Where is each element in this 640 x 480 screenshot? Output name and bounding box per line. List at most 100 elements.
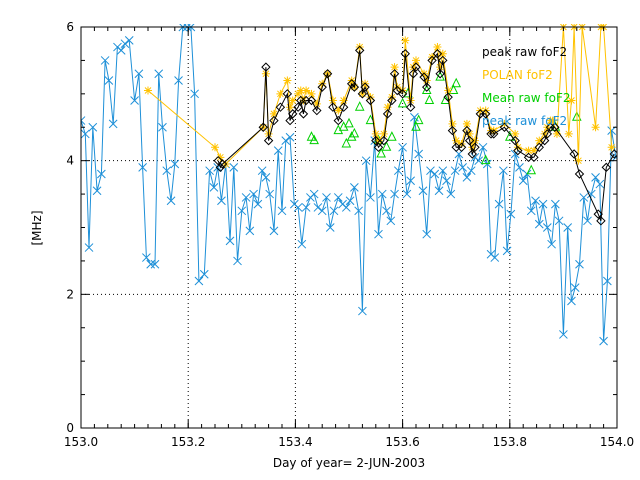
series-peak-raw-fof2 bbox=[213, 45, 617, 226]
data-point bbox=[601, 162, 611, 173]
data-point bbox=[275, 102, 286, 112]
data-point bbox=[513, 145, 523, 156]
data-point bbox=[456, 142, 467, 153]
data-point bbox=[440, 94, 451, 105]
data-point bbox=[225, 236, 235, 246]
data-point bbox=[309, 189, 319, 199]
data-point bbox=[100, 56, 110, 65]
data-point bbox=[142, 253, 151, 262]
data-point bbox=[397, 89, 408, 99]
data-point bbox=[297, 239, 307, 249]
data-point bbox=[217, 159, 228, 169]
data-point bbox=[269, 226, 279, 236]
data-point bbox=[435, 69, 445, 79]
data-point bbox=[438, 166, 448, 176]
data-point bbox=[406, 176, 415, 186]
data-point bbox=[510, 149, 520, 159]
data-point bbox=[81, 116, 86, 125]
data-point bbox=[502, 246, 512, 256]
data-point bbox=[564, 129, 573, 138]
data-point bbox=[328, 102, 338, 112]
data-point bbox=[534, 142, 544, 153]
data-point bbox=[379, 135, 389, 146]
data-point bbox=[390, 189, 399, 199]
y-axis-label: [MHz] bbox=[30, 210, 44, 245]
data-point bbox=[570, 283, 580, 293]
data-point bbox=[213, 155, 223, 166]
data-point bbox=[446, 189, 456, 199]
legend-entry: POLAN foF2 bbox=[482, 68, 553, 82]
data-point bbox=[361, 156, 371, 166]
data-point bbox=[288, 109, 298, 119]
data-point bbox=[526, 164, 537, 175]
data-point bbox=[426, 166, 435, 176]
data-point bbox=[265, 189, 275, 199]
data-point bbox=[373, 142, 384, 153]
data-point bbox=[258, 122, 268, 132]
data-point bbox=[88, 122, 98, 132]
y-tick-label: 4 bbox=[66, 154, 74, 168]
data-point bbox=[413, 114, 424, 125]
x-tick-label: 153.8 bbox=[493, 435, 527, 449]
data-point bbox=[166, 196, 176, 206]
data-point bbox=[579, 193, 589, 202]
y-tick-label: 6 bbox=[66, 20, 74, 34]
data-point bbox=[249, 189, 258, 199]
data-point bbox=[170, 159, 180, 169]
data-point bbox=[389, 69, 400, 79]
axis-ticks: 153.0 153.2 153.4 153.6 153.8 154.0 0 2 4 6 bbox=[64, 20, 634, 449]
data-point bbox=[438, 49, 447, 58]
data-point bbox=[263, 135, 274, 146]
data-point bbox=[436, 63, 445, 72]
data-point bbox=[563, 223, 573, 232]
data-point bbox=[285, 115, 295, 126]
data-point bbox=[81, 129, 90, 139]
data-point bbox=[405, 102, 416, 112]
data-point bbox=[540, 129, 549, 138]
data-point bbox=[468, 143, 477, 152]
data-point bbox=[120, 39, 130, 49]
data-point bbox=[559, 330, 568, 339]
data-point bbox=[430, 169, 440, 179]
data-point bbox=[322, 193, 331, 202]
data-point bbox=[494, 199, 504, 209]
data-point bbox=[450, 166, 460, 176]
data-point bbox=[313, 203, 323, 212]
data-point bbox=[346, 131, 357, 141]
data-point bbox=[199, 269, 209, 279]
data-point bbox=[341, 137, 352, 148]
data-point bbox=[382, 109, 393, 119]
data-point bbox=[611, 152, 617, 162]
data-point bbox=[569, 149, 579, 159]
data-point bbox=[209, 183, 219, 192]
data-point bbox=[447, 125, 458, 136]
data-point bbox=[383, 103, 392, 112]
data-point bbox=[293, 203, 303, 212]
data-point bbox=[599, 336, 608, 346]
data-point bbox=[467, 149, 477, 159]
data-point bbox=[412, 56, 420, 65]
data-point bbox=[357, 89, 368, 99]
data-point bbox=[108, 119, 118, 129]
data-point bbox=[515, 162, 524, 172]
data-point bbox=[317, 206, 327, 216]
data-point bbox=[371, 129, 380, 138]
data-point bbox=[282, 89, 293, 99]
data-point bbox=[360, 82, 370, 92]
data-point bbox=[432, 49, 443, 59]
data-point bbox=[422, 229, 432, 239]
data-point bbox=[307, 89, 316, 98]
data-point bbox=[349, 82, 360, 92]
data-point bbox=[486, 129, 496, 139]
data-point bbox=[574, 156, 583, 165]
data-point bbox=[518, 176, 528, 186]
data-point bbox=[257, 166, 267, 176]
data-point bbox=[448, 119, 457, 128]
data-point bbox=[162, 166, 172, 176]
data-point bbox=[499, 122, 510, 132]
data-point bbox=[554, 216, 564, 226]
data-point bbox=[583, 216, 592, 226]
data-point bbox=[534, 219, 544, 229]
data-point bbox=[548, 116, 557, 125]
data-point bbox=[253, 199, 263, 209]
